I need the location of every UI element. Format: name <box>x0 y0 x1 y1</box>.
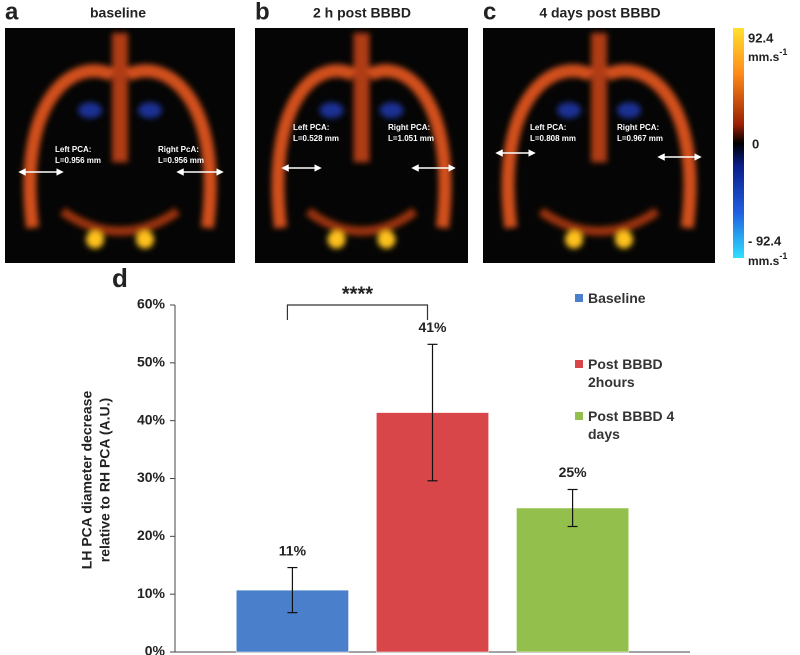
y-axis-label: relative to RH PCA (A.U.) <box>97 398 113 562</box>
y-tick-label: 20% <box>137 527 166 543</box>
y-tick-label: 0% <box>145 643 166 655</box>
vessel <box>591 33 607 163</box>
vessel-length: L=0.528 mm <box>293 134 339 143</box>
vessel-length: L=0.808 mm <box>530 134 576 143</box>
legend-swatch <box>575 294 583 302</box>
vessel-length: L=0.956 mm <box>158 156 204 165</box>
unit-sup: -1 <box>779 251 787 261</box>
vessel <box>112 33 128 163</box>
colorbar-min: - 92.4 <box>748 233 782 248</box>
flow <box>617 102 641 119</box>
vessel-label: Left PCA: <box>293 123 329 132</box>
vessel <box>377 230 396 249</box>
panel-letter: a <box>5 0 19 25</box>
y-tick-label: 50% <box>137 354 166 370</box>
legend-swatch <box>575 412 583 420</box>
vessel-length: L=0.956 mm <box>55 156 101 165</box>
legend-swatch <box>575 360 583 368</box>
value-label: 11% <box>279 542 307 558</box>
y-axis-label: LH PCA diameter decrease <box>79 391 95 570</box>
panel-letter: b <box>255 0 270 25</box>
unit: mm.s <box>748 50 780 64</box>
flow <box>557 102 581 119</box>
vessel-label: Left PCA: <box>55 145 91 154</box>
y-tick-label: 40% <box>137 411 166 427</box>
colorbar-unit: mm.s-1 <box>748 47 787 64</box>
y-tick-label: 60% <box>137 296 166 312</box>
panel-title: baseline <box>90 5 146 21</box>
vessel <box>305 207 418 236</box>
vessel-length: L=0.967 mm <box>617 134 663 143</box>
colorbar-unit: mm.s-1 <box>748 251 787 268</box>
vessel <box>327 230 346 249</box>
legend-label: Post BBBD 2hours <box>588 356 663 390</box>
vessel-map <box>271 33 452 249</box>
flow <box>78 102 102 119</box>
unit-sup: -1 <box>779 47 787 57</box>
vessel <box>604 64 697 229</box>
vessel <box>136 230 154 249</box>
vessel-map <box>23 33 217 249</box>
panel-title: 2 h post BBBD <box>313 5 411 21</box>
vessel <box>615 230 633 249</box>
vessel <box>59 207 181 236</box>
value-label: 25% <box>559 464 588 480</box>
vessel-label: Right PCA: <box>617 123 659 132</box>
significance-label: **** <box>342 283 373 305</box>
vessel <box>125 64 217 229</box>
value-label: 41% <box>418 319 447 335</box>
flow <box>379 102 404 119</box>
legend-label: Post BBBD 4 days <box>588 408 675 442</box>
vessel <box>86 230 104 249</box>
vessel <box>271 64 357 229</box>
y-tick-label: 30% <box>137 469 166 485</box>
vessel <box>501 64 594 229</box>
unit: mm.s <box>748 254 780 268</box>
vessel-label: Left PCA: <box>530 123 566 132</box>
vessel <box>353 33 370 163</box>
vessel <box>565 230 583 249</box>
colorbar <box>733 28 744 258</box>
vessel-label: Right PCA: <box>388 123 430 132</box>
y-tick-label: 10% <box>137 585 166 601</box>
vessel-map <box>501 33 697 249</box>
flow <box>319 102 344 119</box>
vessel-label: Right PcA: <box>158 145 199 154</box>
bar <box>516 507 629 653</box>
vessel-length: L=1.051 mm <box>388 134 434 143</box>
vessel <box>366 64 452 229</box>
panel-letter: d <box>112 263 128 293</box>
legend-label: Baseline <box>588 290 646 306</box>
colorbar-zero: 0 <box>752 136 759 151</box>
panel-title: 4 days post BBBD <box>539 5 660 21</box>
panel-letter: c <box>483 0 496 25</box>
colorbar-max: 92.4 <box>748 30 774 45</box>
vessel <box>23 64 115 229</box>
vessel <box>538 207 660 236</box>
significance-bracket <box>286 304 429 320</box>
flow <box>138 102 162 119</box>
